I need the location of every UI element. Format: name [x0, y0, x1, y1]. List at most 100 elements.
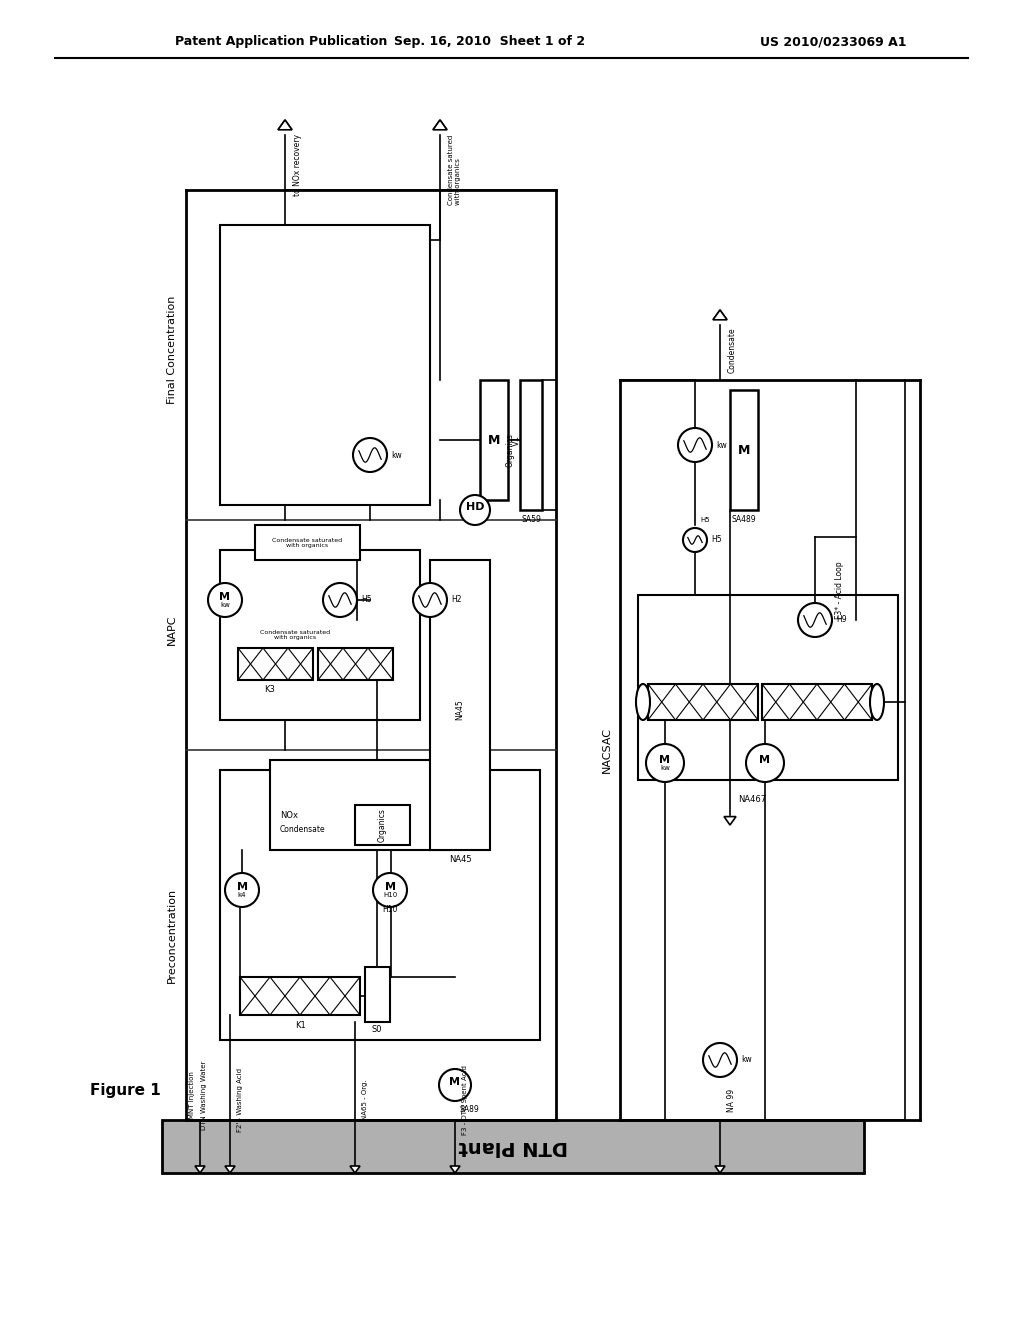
Text: NA45: NA45	[456, 700, 465, 721]
Polygon shape	[450, 1166, 460, 1173]
Bar	[162, 1119, 864, 1173]
Circle shape	[746, 744, 784, 781]
Text: Organics: Organics	[378, 808, 386, 842]
Text: NA45: NA45	[449, 855, 471, 865]
Text: M: M	[237, 882, 248, 892]
Text: M: M	[738, 444, 751, 457]
Text: SA89: SA89	[460, 1106, 480, 1114]
Text: kw: kw	[716, 441, 727, 450]
Bar	[520, 380, 542, 510]
Text: F3* - Acid Loop: F3* - Acid Loop	[836, 561, 845, 619]
Text: F3 - DTN Spent Acid: F3 - DTN Spent Acid	[462, 1065, 468, 1135]
Text: kw: kw	[660, 766, 670, 771]
Text: Condensate saturated
with organics: Condensate saturated with organics	[260, 630, 330, 640]
Text: H5: H5	[711, 536, 722, 544]
Bar	[255, 525, 360, 560]
Text: NA467: NA467	[738, 796, 766, 804]
Bar	[240, 977, 360, 1015]
Circle shape	[798, 603, 831, 638]
Text: M: M	[659, 755, 671, 766]
Ellipse shape	[870, 684, 884, 719]
Text: US 2010/0233069 A1: US 2010/0233069 A1	[760, 36, 906, 49]
Polygon shape	[195, 1166, 205, 1173]
Text: H10: H10	[382, 904, 397, 913]
Circle shape	[703, 1043, 737, 1077]
Text: SA489: SA489	[732, 516, 757, 524]
Polygon shape	[715, 1166, 725, 1173]
Text: Condensate: Condensate	[280, 825, 326, 834]
Text: DTN Washing Water: DTN Washing Water	[201, 1060, 207, 1130]
Bar	[480, 380, 508, 500]
Circle shape	[439, 1069, 471, 1101]
Circle shape	[225, 873, 259, 907]
Bar	[318, 648, 393, 680]
Text: MNT Injection: MNT Injection	[189, 1071, 195, 1119]
Text: Condensate saturated
with organics: Condensate saturated with organics	[272, 537, 342, 548]
Text: kw: kw	[220, 602, 230, 609]
Text: K1: K1	[295, 1020, 305, 1030]
Circle shape	[460, 495, 490, 525]
Text: Condensate: Condensate	[728, 327, 737, 372]
Text: NACSAC: NACSAC	[602, 727, 612, 774]
Text: kw: kw	[391, 450, 401, 459]
Circle shape	[683, 528, 707, 552]
Text: NA 99: NA 99	[727, 1089, 736, 1111]
Circle shape	[208, 583, 242, 616]
Text: M: M	[450, 1077, 461, 1086]
Circle shape	[413, 583, 447, 616]
Bar	[220, 224, 430, 506]
Text: M: M	[760, 755, 770, 766]
Bar	[220, 550, 420, 719]
Text: HD: HD	[466, 502, 484, 512]
Text: NOx: NOx	[280, 810, 298, 820]
Bar	[430, 560, 490, 850]
Text: NA65 - Org.: NA65 - Org.	[362, 1080, 368, 1121]
Text: K3: K3	[264, 685, 275, 694]
Text: k4: k4	[238, 892, 246, 898]
Text: Sep. 16, 2010  Sheet 1 of 2: Sep. 16, 2010 Sheet 1 of 2	[394, 36, 586, 49]
Text: M: M	[219, 591, 230, 602]
Bar	[355, 805, 410, 845]
Text: NAPC: NAPC	[167, 615, 177, 645]
Text: H5: H5	[700, 517, 710, 523]
Circle shape	[646, 744, 684, 781]
Polygon shape	[350, 1166, 360, 1173]
Text: SA59: SA59	[521, 516, 541, 524]
Polygon shape	[713, 310, 727, 319]
Polygon shape	[724, 817, 736, 825]
Circle shape	[353, 438, 387, 473]
Text: Condensate satured
with organics: Condensate satured with organics	[449, 135, 461, 205]
Polygon shape	[225, 1166, 234, 1173]
Text: V1: V1	[512, 434, 521, 446]
Text: H10: H10	[383, 892, 397, 898]
Polygon shape	[278, 120, 292, 129]
Text: H2: H2	[451, 595, 462, 605]
Ellipse shape	[636, 684, 650, 719]
Bar	[730, 389, 758, 510]
Text: M: M	[384, 882, 395, 892]
Circle shape	[678, 428, 712, 462]
Text: Organics: Organics	[506, 433, 514, 467]
Text: Figure 1: Figure 1	[90, 1082, 161, 1097]
Text: kw: kw	[741, 1056, 752, 1064]
Text: S0: S0	[372, 1026, 382, 1035]
Text: Preconcentration: Preconcentration	[167, 887, 177, 982]
Text: DTN Plant: DTN Plant	[458, 1137, 568, 1156]
Text: H9: H9	[836, 615, 847, 624]
Bar	[238, 648, 313, 680]
Text: to NOx recovery: to NOx recovery	[293, 135, 302, 195]
Text: F2' - Washing Acid: F2' - Washing Acid	[237, 1068, 243, 1133]
Circle shape	[373, 873, 407, 907]
Circle shape	[323, 583, 357, 616]
Bar	[365, 968, 390, 1022]
Text: M: M	[487, 433, 500, 446]
Bar	[220, 770, 540, 1040]
Polygon shape	[433, 120, 447, 129]
Bar	[270, 760, 450, 850]
Bar	[648, 684, 758, 719]
Text: Patent Application Publication: Patent Application Publication	[175, 36, 387, 49]
Bar	[762, 684, 872, 719]
Text: Final Concentration: Final Concentration	[167, 296, 177, 404]
Text: H5: H5	[361, 595, 372, 605]
Bar	[638, 595, 898, 780]
